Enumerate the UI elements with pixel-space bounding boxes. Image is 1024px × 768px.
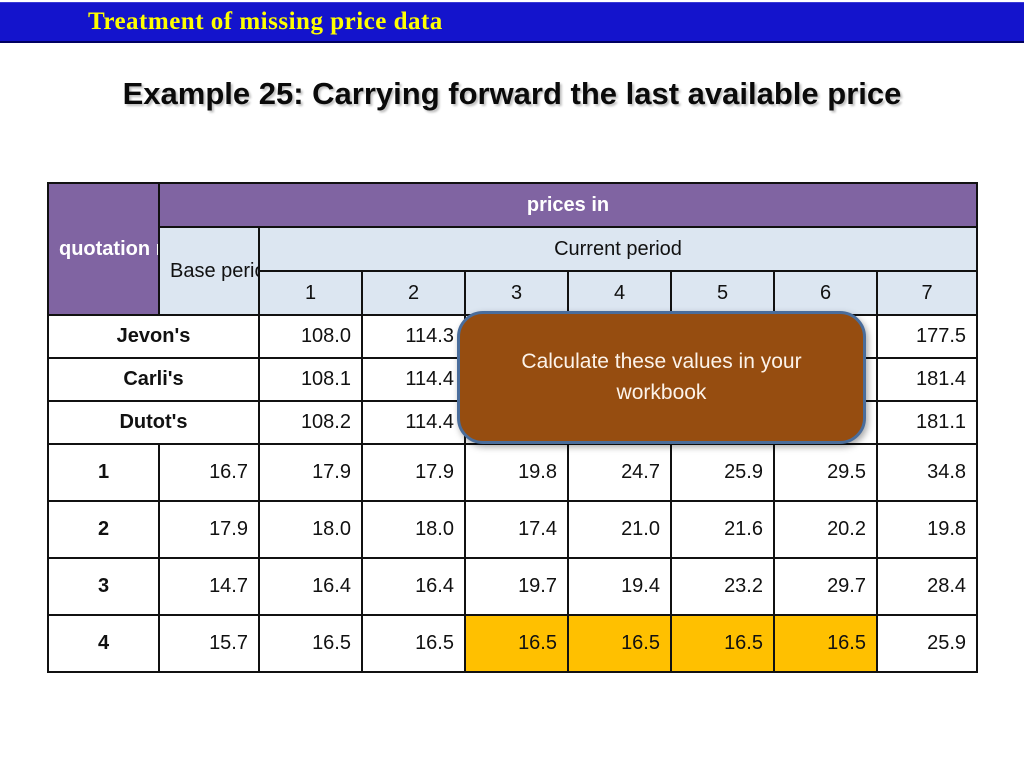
row-label: 4 xyxy=(47,614,160,673)
value-cell: 19.8 xyxy=(464,443,569,502)
value-cell: 29.7 xyxy=(773,557,878,616)
value-cell: 18.0 xyxy=(258,500,363,559)
row-label: Dutot's xyxy=(47,400,260,445)
value-cell: 23.2 xyxy=(670,557,775,616)
value-cell: 17.4 xyxy=(464,500,569,559)
row-label: Carli's xyxy=(47,357,260,402)
value-cell: 108.0 xyxy=(258,314,363,359)
value-cell: 24.7 xyxy=(567,443,672,502)
workbook-callout: Calculate these values in your workbook xyxy=(457,311,866,444)
value-cell: 25.9 xyxy=(670,443,775,502)
value-cell: 19.4 xyxy=(567,557,672,616)
base-period-cell: 15.7 xyxy=(158,614,260,673)
value-cell: 114.4 xyxy=(361,357,466,402)
value-cell: 177.5 xyxy=(875,314,979,359)
value-cell: 16.4 xyxy=(361,557,466,616)
value-cell: 28.4 xyxy=(875,557,979,616)
value-cell: 16.5 xyxy=(361,614,466,673)
col-header-4: 4 xyxy=(567,270,672,316)
col-header-3: 3 xyxy=(464,270,569,316)
header-prices-in: prices in xyxy=(157,182,979,228)
col-header-6: 6 xyxy=(773,270,878,316)
price-table-container: quotation number prices in Base period C… xyxy=(47,182,979,673)
value-cell: 181.4 xyxy=(875,357,979,402)
value-cell: 19.7 xyxy=(464,557,569,616)
row-label: 1 xyxy=(47,443,160,502)
value-cell: 114.4 xyxy=(361,400,466,445)
col-header-5: 5 xyxy=(670,270,775,316)
corner-header-quotation-number: quotation number xyxy=(47,182,160,316)
value-cell: 21.6 xyxy=(670,500,775,559)
value-cell: 108.1 xyxy=(258,357,363,402)
row-label: Jevon's xyxy=(47,314,260,359)
value-cell: 16.4 xyxy=(258,557,363,616)
price-table: quotation number prices in Base period C… xyxy=(47,182,979,673)
base-period-cell: 14.7 xyxy=(158,557,260,616)
highlighted-value-cell: 16.5 xyxy=(670,614,775,673)
value-cell: 34.8 xyxy=(875,443,979,502)
highlighted-value-cell: 16.5 xyxy=(464,614,569,673)
header-base-period: Base period xyxy=(158,226,260,316)
value-cell: 19.8 xyxy=(875,500,979,559)
col-header-1: 1 xyxy=(258,270,363,316)
header-row-period-numbers: 1 2 3 4 5 6 7 xyxy=(48,270,979,316)
col-header-7: 7 xyxy=(875,270,979,316)
quotation-row-4: 4 15.7 16.5 16.5 16.5 16.5 16.5 16.5 25.… xyxy=(47,614,979,673)
header-bar-title: Treatment of missing price data xyxy=(88,8,443,35)
quotation-row-2: 2 17.9 18.0 18.0 17.4 21.0 21.6 20.2 19.… xyxy=(47,500,979,559)
value-cell: 21.0 xyxy=(567,500,672,559)
value-cell: 29.5 xyxy=(773,443,878,502)
base-period-cell: 17.9 xyxy=(158,500,260,559)
row-label: 3 xyxy=(47,557,160,616)
value-cell: 114.3 xyxy=(361,314,466,359)
value-cell: 16.5 xyxy=(258,614,363,673)
base-period-cell: 16.7 xyxy=(158,443,260,502)
value-cell: 20.2 xyxy=(773,500,878,559)
col-header-2: 2 xyxy=(361,270,466,316)
highlighted-value-cell: 16.5 xyxy=(773,614,878,673)
header-row-prices-in: quotation number prices in xyxy=(47,182,979,316)
quotation-row-3: 3 14.7 16.4 16.4 19.7 19.4 23.2 29.7 28.… xyxy=(47,557,979,616)
row-label: 2 xyxy=(47,500,160,559)
quotation-row-1: 1 16.7 17.9 17.9 19.8 24.7 25.9 29.5 34.… xyxy=(47,443,979,502)
value-cell: 17.9 xyxy=(361,443,466,502)
value-cell: 25.9 xyxy=(875,614,979,673)
header-current-period: Current period xyxy=(257,226,979,272)
page-title: Example 25: Carrying forward the last av… xyxy=(122,76,902,111)
workbook-callout-text: Calculate these values in your workbook xyxy=(521,350,802,404)
value-cell: 17.9 xyxy=(258,443,363,502)
slide-header-bar: Treatment of missing price data xyxy=(0,2,1024,43)
highlighted-value-cell: 16.5 xyxy=(567,614,672,673)
value-cell: 108.2 xyxy=(258,400,363,445)
header-row-periods: Base period Current period xyxy=(48,226,979,316)
value-cell: 181.1 xyxy=(875,400,979,445)
value-cell: 18.0 xyxy=(361,500,466,559)
